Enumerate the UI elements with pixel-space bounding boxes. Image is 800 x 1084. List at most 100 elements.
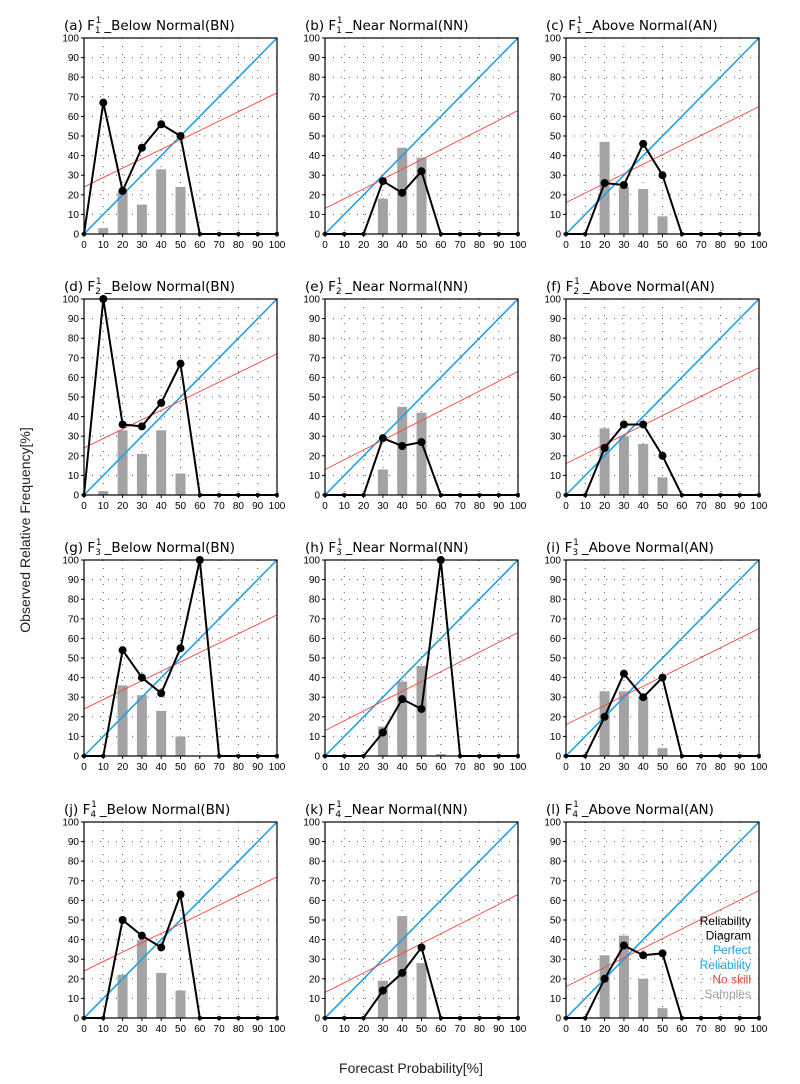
panel-label: (k): [305, 802, 328, 818]
y-tick-label: 30: [550, 432, 562, 443]
x-tick-label: 20: [599, 762, 611, 773]
category-label: _Below Normal(BN): [104, 279, 235, 295]
x-tick-label: 40: [397, 762, 409, 773]
x-tick-label: 90: [252, 762, 264, 773]
x-tick-label: 20: [117, 501, 129, 512]
sample-bar: [136, 204, 147, 234]
panel-title: (f) F21 _Above Normal(AN): [546, 277, 715, 297]
y-tick-label: 0: [555, 1014, 561, 1025]
panel-title: (i) F31 _Above Normal(AN): [546, 538, 714, 558]
forecast-symbol: F: [83, 802, 91, 818]
reliability-point: [658, 673, 667, 682]
y-tick-label: 70: [309, 92, 321, 103]
no-skill-line: [565, 106, 760, 204]
forecast-superscript: 1: [91, 800, 97, 810]
sample-bar: [136, 453, 147, 495]
y-tick-label: 20: [68, 712, 80, 723]
y-tick-label: 40: [309, 935, 321, 946]
sample-bar: [117, 190, 128, 234]
reliability-point: [398, 442, 407, 450]
y-tick-label: 50: [309, 916, 321, 927]
panel-label: (h): [305, 540, 328, 556]
y-tick-label: 50: [550, 393, 562, 404]
reliability-point: [639, 693, 648, 702]
reliability-point: [99, 98, 108, 107]
sample-bar: [175, 186, 186, 234]
sample-bar: [618, 436, 629, 495]
y-tick-label: 80: [68, 73, 80, 84]
y-tick-label: 10: [309, 994, 321, 1005]
reliability-point: [600, 179, 609, 188]
reliability-point: [118, 916, 127, 924]
y-tick-label: 30: [309, 432, 321, 443]
panel-label: (c): [546, 18, 568, 34]
forecast-superscript: 1: [577, 16, 583, 26]
no-skill-line: [565, 890, 760, 988]
panel-d: (d) F21 _Below Normal(BN)0102030405060708…: [62, 277, 285, 512]
x-tick-label: 0: [322, 1024, 328, 1035]
x-tick-label: 80: [233, 1024, 245, 1035]
x-tick-label: 70: [696, 501, 708, 512]
sample-bar: [377, 726, 388, 756]
y-tick-label: 10: [550, 732, 562, 743]
y-tick-label: 50: [550, 132, 562, 143]
y-tick-label: 30: [68, 171, 80, 182]
panel-title: (h) F31 _Near Normal(NN): [305, 538, 468, 558]
y-tick-label: 80: [68, 595, 80, 606]
x-tick-label: 0: [81, 1024, 87, 1035]
reliability-point: [157, 398, 166, 407]
perfect-reliability-line: [83, 559, 278, 757]
panel-h: (h) F31 _Near Normal(NN)01020304050607080…: [303, 538, 526, 773]
forecast-superscript: 1: [337, 277, 343, 287]
y-tick-label: 20: [550, 190, 562, 201]
forecast-subscript: 3: [95, 548, 101, 558]
reliability-point: [600, 712, 609, 721]
forecast-symbol: F: [568, 18, 576, 34]
reliability-point: [398, 695, 407, 704]
y-tick-label: 70: [550, 876, 562, 887]
y-tick-label: 80: [550, 73, 562, 84]
y-tick-label: 100: [303, 556, 320, 567]
panel-j: (j) F41 _Below Normal(BN)0102030405060708…: [62, 800, 285, 1035]
y-tick-label: 100: [544, 34, 561, 45]
x-tick-label: 30: [377, 240, 389, 251]
sample-bar: [136, 695, 147, 756]
category-label: _Below Normal(BN): [104, 540, 235, 556]
x-tick-label: 90: [734, 501, 746, 512]
sample-bar: [618, 186, 629, 234]
x-tick-label: 20: [117, 240, 129, 251]
sample-bar: [657, 216, 668, 234]
panel-label: (a): [64, 18, 87, 34]
x-tick-label: 60: [194, 501, 206, 512]
sample-bar: [156, 710, 167, 756]
panel-label: (l): [546, 802, 565, 818]
reliability-point: [600, 443, 609, 452]
y-tick-label: 60: [550, 896, 562, 907]
x-tick-label: 90: [493, 240, 505, 251]
perfect-reliability-line: [324, 298, 519, 496]
x-tick-label: 10: [98, 501, 110, 512]
sample-bar: [599, 428, 610, 495]
y-tick-label: 100: [62, 818, 79, 829]
y-tick-label: 40: [68, 935, 80, 946]
y-tick-label: 80: [309, 857, 321, 868]
y-tick-label: 100: [62, 295, 79, 306]
x-tick-label: 100: [269, 240, 286, 251]
x-tick-label: 90: [252, 501, 264, 512]
y-tick-label: 20: [68, 190, 80, 201]
panel-label: (e): [305, 279, 328, 295]
reliability-point: [118, 646, 127, 655]
x-tick-label: 40: [156, 501, 168, 512]
x-tick-label: 80: [474, 762, 486, 773]
perfect-reliability-line: [565, 37, 760, 235]
y-tick-label: 20: [309, 974, 321, 985]
x-tick-label: 50: [175, 1024, 187, 1035]
y-tick-label: 80: [550, 334, 562, 345]
legend-item: Reliability: [700, 914, 751, 928]
no-skill-line: [83, 614, 278, 710]
y-tick-label: 0: [314, 491, 320, 502]
sample-bar: [638, 188, 649, 234]
panel-label: (g): [64, 540, 87, 556]
x-tick-label: 60: [676, 240, 688, 251]
y-tick-label: 60: [550, 373, 562, 384]
